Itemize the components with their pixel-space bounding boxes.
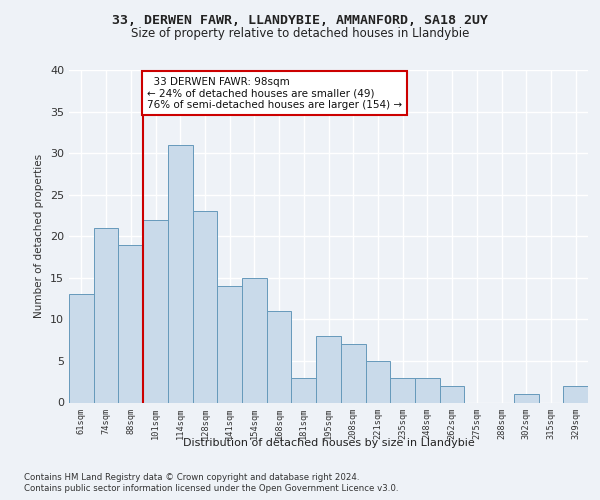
Text: Size of property relative to detached houses in Llandybie: Size of property relative to detached ho… xyxy=(131,28,469,40)
Bar xyxy=(118,244,143,402)
Bar xyxy=(267,311,292,402)
Y-axis label: Number of detached properties: Number of detached properties xyxy=(34,154,44,318)
Bar xyxy=(514,394,539,402)
Bar xyxy=(193,212,217,402)
Bar xyxy=(168,145,193,403)
Bar xyxy=(217,286,242,403)
Bar xyxy=(69,294,94,403)
Bar xyxy=(440,386,464,402)
Bar xyxy=(390,378,415,402)
Bar xyxy=(563,386,588,402)
Bar xyxy=(316,336,341,402)
Text: 33, DERWEN FAWR, LLANDYBIE, AMMANFORD, SA18 2UY: 33, DERWEN FAWR, LLANDYBIE, AMMANFORD, S… xyxy=(112,14,488,27)
Bar xyxy=(341,344,365,403)
Text: Contains HM Land Registry data © Crown copyright and database right 2024.: Contains HM Land Registry data © Crown c… xyxy=(24,472,359,482)
Bar xyxy=(94,228,118,402)
Text: Distribution of detached houses by size in Llandybie: Distribution of detached houses by size … xyxy=(183,438,475,448)
Bar xyxy=(415,378,440,402)
Bar xyxy=(292,378,316,402)
Text: 33 DERWEN FAWR: 98sqm
← 24% of detached houses are smaller (49)
76% of semi-deta: 33 DERWEN FAWR: 98sqm ← 24% of detached … xyxy=(147,76,402,110)
Bar xyxy=(242,278,267,402)
Bar xyxy=(143,220,168,402)
Text: Contains public sector information licensed under the Open Government Licence v3: Contains public sector information licen… xyxy=(24,484,398,493)
Bar xyxy=(365,361,390,403)
